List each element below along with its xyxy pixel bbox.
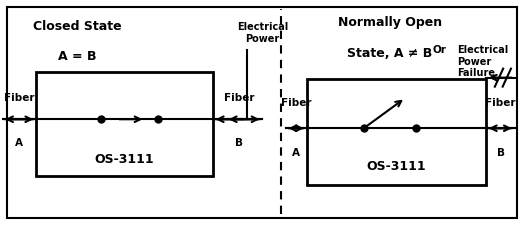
Text: A: A <box>15 139 23 148</box>
Text: B: B <box>235 139 243 148</box>
Text: OS-3111: OS-3111 <box>95 153 154 166</box>
Bar <box>306 79 486 184</box>
Text: Electrical
Power
Failure: Electrical Power Failure <box>458 45 509 78</box>
Text: State, A ≠ B: State, A ≠ B <box>347 47 433 60</box>
Text: OS-3111: OS-3111 <box>367 160 426 173</box>
Text: Electrical
Power: Electrical Power <box>237 22 288 44</box>
Text: A = B: A = B <box>59 50 97 63</box>
Text: Fiber: Fiber <box>224 94 254 104</box>
Text: Fiber: Fiber <box>4 94 34 104</box>
Text: B: B <box>496 148 505 157</box>
Text: Normally Open: Normally Open <box>338 16 442 29</box>
Bar <box>36 72 213 176</box>
Text: Or: Or <box>432 45 446 55</box>
Text: A: A <box>292 148 300 157</box>
Text: Closed State: Closed State <box>33 20 122 33</box>
Text: Fiber: Fiber <box>281 98 311 108</box>
Text: Fiber: Fiber <box>485 98 516 108</box>
